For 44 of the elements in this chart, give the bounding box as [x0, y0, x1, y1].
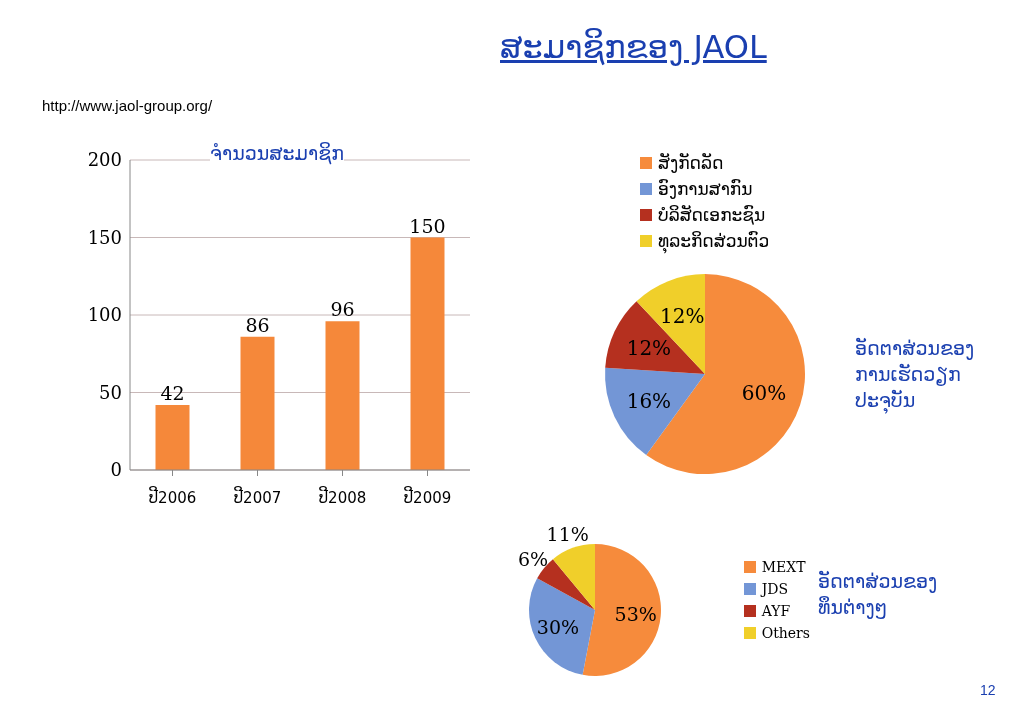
legend-label: ອົງການສາກົນ	[658, 178, 753, 201]
bar	[155, 404, 190, 470]
y-tick-label: 200	[87, 149, 122, 171]
x-tick-label: ປີ2006	[148, 485, 197, 507]
data-label: 53%	[614, 602, 657, 625]
pie-slice	[605, 367, 705, 456]
data-label: 30%	[536, 616, 580, 639]
data-label: 16%	[626, 388, 672, 413]
legend-label: Others	[761, 624, 810, 643]
legend-label: JDS	[761, 580, 789, 599]
y-tick-label: 50	[99, 381, 122, 403]
bar	[410, 237, 445, 470]
text: http://www.jaol-group.org/	[42, 97, 213, 114]
text: 12	[980, 682, 996, 698]
x-tick-label: ປີ2008	[318, 485, 367, 507]
y-tick-label: 150	[87, 226, 122, 248]
legend-label: MEXT	[761, 558, 806, 577]
pie-slice	[582, 544, 661, 676]
data-label: 12%	[626, 335, 672, 360]
data-label: 96	[330, 298, 355, 321]
bar	[240, 336, 275, 470]
pie-slice	[552, 544, 595, 610]
x-tick-label: ປີ2009	[403, 485, 452, 507]
data-label: 60%	[741, 381, 787, 406]
bar	[325, 321, 360, 470]
text: ອັດຕາສ່ວນຂອງທຶນຕ່າງໆ	[818, 569, 939, 620]
y-tick-label: 0	[110, 459, 122, 481]
pie-slice	[605, 301, 705, 375]
legend-label: ສັງກັດລັດ	[658, 152, 724, 175]
chart-title: ຈຳນວນສະມາຊິກ	[210, 142, 344, 164]
legend-label: ບໍລິສັດເອກະຊົນ	[658, 204, 766, 227]
text: ສະມາຊິກຂອງ JAOL	[500, 28, 767, 66]
data-label: 6%	[517, 547, 549, 570]
data-label: 11%	[546, 523, 589, 546]
data-label: 42	[160, 381, 185, 404]
legend-label: AYF	[761, 602, 791, 621]
data-label: 86	[245, 313, 270, 336]
data-label: 12%	[659, 304, 705, 329]
text: ອັດຕາສ່ວນຂອງການເຮັດວຽກປະຈຸບັນ	[855, 336, 976, 413]
data-label: 150	[409, 214, 446, 237]
legend-label: ທຸລະກິດສ່ວນຕົວ	[658, 230, 770, 254]
pie-slice	[529, 578, 595, 675]
y-tick-label: 100	[87, 304, 122, 326]
x-tick-label: ປີ2007	[233, 485, 282, 507]
